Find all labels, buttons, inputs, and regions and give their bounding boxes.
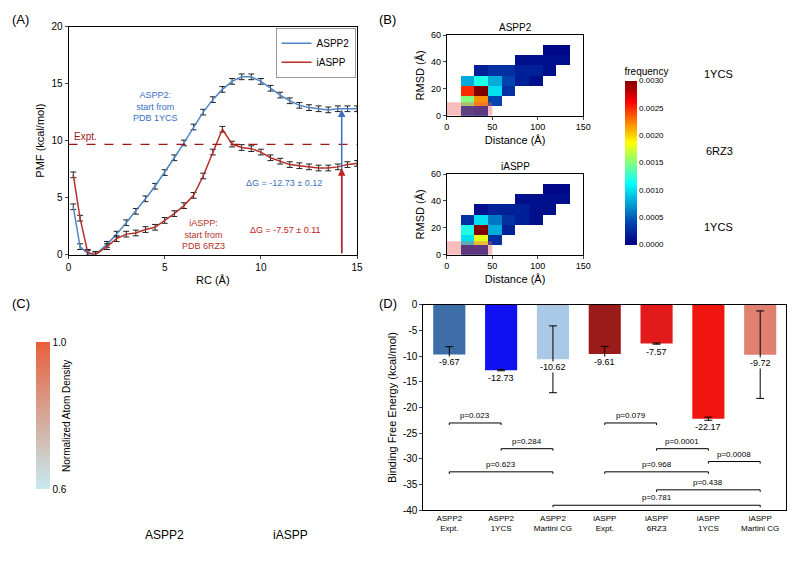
svg-text:RMSD (Å): RMSD (Å) [414,189,426,239]
svg-text:p=0.781: p=0.781 [642,493,672,502]
svg-text:p=0.0008: p=0.0008 [717,450,751,459]
svg-text:(A): (A) [12,12,29,27]
svg-text:10: 10 [51,135,63,146]
svg-text:5: 5 [57,192,63,203]
svg-text:40: 40 [431,196,441,206]
svg-text:ASPP2Martini CG: ASPP2Martini CG [534,514,572,533]
svg-text:100: 100 [530,261,545,271]
svg-text:0: 0 [57,249,63,260]
svg-text:p=0.623: p=0.623 [486,460,516,469]
svg-text:-25: -25 [403,428,418,439]
svg-text:-9.72: -9.72 [750,358,771,368]
svg-text:-22.17: -22.17 [695,422,721,432]
svg-text:1YCS: 1YCS [704,221,733,233]
svg-text:0.6: 0.6 [53,484,67,495]
svg-text:0: 0 [444,122,449,132]
svg-text:100: 100 [530,122,545,132]
svg-text:-9.67: -9.67 [439,357,460,367]
svg-text:iASPP: iASPP [501,161,530,172]
svg-text:ASPP2: ASPP2 [317,38,350,49]
svg-text:iASPP: iASPP [317,57,346,68]
svg-text:frequency: frequency [625,66,669,77]
svg-text:1YCS: 1YCS [704,68,733,80]
svg-text:p=0.968: p=0.968 [642,460,672,469]
svg-text:15: 15 [51,78,63,89]
svg-text:-9.61: -9.61 [594,357,615,367]
svg-text:p=0.023: p=0.023 [460,411,490,420]
svg-text:0.0015: 0.0015 [639,158,664,167]
svg-text:0: 0 [444,261,449,271]
svg-text:p=0.438: p=0.438 [693,478,723,487]
svg-text:PMF (kcal/mol): PMF (kcal/mol) [34,104,46,178]
svg-text:0: 0 [412,299,418,310]
svg-text:Distance (Å): Distance (Å) [485,273,546,285]
svg-text:20: 20 [431,84,441,94]
svg-text:40: 40 [431,57,441,67]
svg-text:iASPPExpt.: iASPPExpt. [593,514,616,533]
svg-text:ASPP2:start fromPDB 1YCS: ASPP2:start fromPDB 1YCS [133,90,178,123]
svg-text:1.0: 1.0 [53,337,67,348]
svg-text:iASPP:start fromPDB 6RZ3: iASPP:start fromPDB 6RZ3 [182,218,225,251]
svg-text:(C): (C) [12,296,30,311]
svg-text:ASPP2: ASPP2 [499,22,532,33]
svg-text:-35: -35 [403,479,418,490]
svg-text:-10.62: -10.62 [540,362,566,372]
svg-text:50: 50 [487,261,497,271]
svg-text:20: 20 [431,223,441,233]
svg-text:-12.73: -12.73 [488,373,514,383]
svg-text:Distance (Å): Distance (Å) [485,134,546,146]
svg-text:p=0.079: p=0.079 [616,411,646,420]
svg-text:0.0025: 0.0025 [639,104,664,113]
svg-text:10: 10 [255,262,267,273]
svg-text:0: 0 [436,111,441,121]
svg-text:ASPP2Expt.: ASPP2Expt. [436,514,462,533]
svg-text:ASPP2: ASPP2 [145,528,184,542]
svg-text:0.0030: 0.0030 [639,76,664,85]
svg-text:50: 50 [487,122,497,132]
svg-text:Normalized Atom Density: Normalized Atom Density [61,360,72,472]
svg-text:15: 15 [352,262,364,273]
svg-text:20: 20 [51,21,63,32]
svg-text:(D): (D) [379,296,397,311]
svg-text:0.0005: 0.0005 [639,213,664,222]
svg-text:-15: -15 [403,376,418,387]
svg-text:0: 0 [436,250,441,260]
svg-text:60: 60 [431,169,441,179]
svg-text:0.0010: 0.0010 [639,186,664,195]
svg-text:-30: -30 [403,453,418,464]
svg-text:RMSD (Å): RMSD (Å) [414,50,426,100]
svg-text:-5: -5 [408,325,417,336]
svg-text:0: 0 [66,262,72,273]
svg-text:Expt.: Expt. [74,131,97,142]
svg-text:5: 5 [162,262,168,273]
svg-text:(B): (B) [379,12,396,27]
svg-text:Binding Free Energy (kcal/mol): Binding Free Energy (kcal/mol) [386,332,398,483]
svg-text:-20: -20 [403,402,418,413]
svg-text:0.0000: 0.0000 [639,240,664,249]
svg-text:ΔG = -7.57 ± 0.11: ΔG = -7.57 ± 0.11 [250,225,321,235]
svg-text:0.0020: 0.0020 [639,131,664,140]
svg-text:-40: -40 [403,505,418,516]
svg-text:-10: -10 [403,351,418,362]
svg-text:iASPP: iASPP [273,528,308,542]
svg-text:150: 150 [576,122,591,132]
svg-text:iASPP1YCS: iASPP1YCS [697,514,720,533]
svg-text:-7.57: -7.57 [646,347,667,357]
svg-text:p=0.284: p=0.284 [512,437,542,446]
svg-text:RC (Å): RC (Å) [196,274,230,286]
svg-text:ASPP21YCS: ASPP21YCS [488,514,514,533]
svg-text:6RZ3: 6RZ3 [706,145,733,157]
svg-text:p=0.0001: p=0.0001 [665,437,699,446]
svg-text:60: 60 [431,30,441,40]
svg-text:iASPP6RZ3: iASPP6RZ3 [645,514,668,533]
svg-text:ΔG = -12.73 ± 0.12: ΔG = -12.73 ± 0.12 [246,178,322,188]
svg-text:150: 150 [576,261,591,271]
svg-text:iASPPMartini CG: iASPPMartini CG [741,514,779,533]
